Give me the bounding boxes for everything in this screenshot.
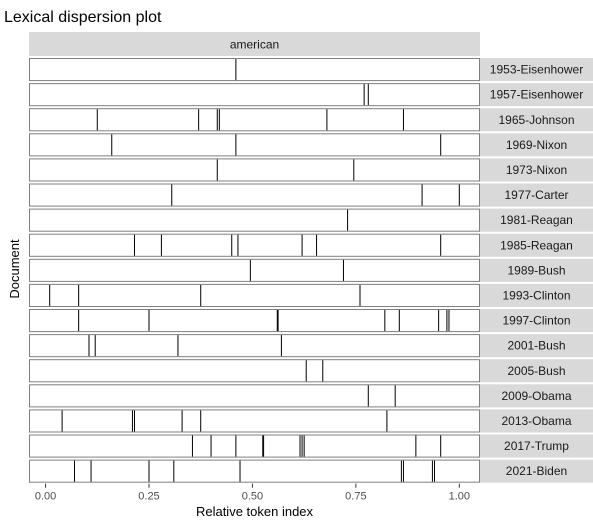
row-panel [30, 385, 480, 407]
document-row: 1973-Nixon [30, 158, 593, 181]
document-label: 1989-Bush [507, 263, 565, 277]
row-panel [30, 410, 480, 432]
document-row: 1989-Bush [30, 259, 593, 282]
document-row: 2017-Trump [30, 435, 593, 458]
document-row: 2013-Obama [30, 409, 593, 432]
document-row: 1977-Carter [30, 184, 593, 207]
document-row: 2021-Biden [30, 460, 593, 483]
row-panel [30, 360, 480, 382]
row-panel [30, 159, 480, 181]
x-axis: 0.00 0.25 0.50 0.75 1.00 [35, 484, 470, 503]
document-label: 1993-Clinton [502, 288, 570, 302]
x-tick-label: 0.25 [138, 491, 159, 503]
document-row: 2001-Bush [30, 334, 593, 357]
document-row: 1969-Nixon [30, 133, 593, 156]
document-label: 1973-Nixon [506, 163, 567, 177]
document-label: 1981-Reagan [500, 213, 573, 227]
document-rows: 1953-Eisenhower 1957-Eisenhower 1965-Johns… [30, 58, 593, 483]
x-axis-title: Relative token index [196, 504, 314, 519]
row-panel [30, 234, 480, 256]
document-label: 2001-Bush [507, 339, 565, 353]
document-row: 1957-Eisenhower [30, 83, 593, 106]
row-panel [30, 460, 480, 482]
document-row: 1965-Johnson [30, 108, 593, 131]
document-label: 1997-Clinton [502, 314, 570, 328]
document-label: 1953-Eisenhower [490, 63, 583, 77]
document-label: 2005-Bush [507, 364, 565, 378]
chart-title: Lexical dispersion plot [4, 9, 162, 26]
document-row: 2009-Obama [30, 384, 593, 407]
document-row: 1985-Reagan [30, 234, 593, 257]
document-label: 2009-Obama [501, 389, 571, 403]
row-panel [30, 259, 480, 281]
document-row: 1981-Reagan [30, 209, 593, 232]
x-tick-label: 0.75 [345, 491, 366, 503]
row-panel [30, 84, 480, 106]
document-row: 2005-Bush [30, 359, 593, 382]
document-label: 2021-Biden [506, 464, 567, 478]
document-label: 1957-Eisenhower [490, 88, 583, 102]
document-label: 2017-Trump [504, 439, 569, 453]
row-panel [30, 335, 480, 357]
document-row: 1997-Clinton [30, 309, 593, 332]
document-label: 2013-Obama [501, 414, 571, 428]
row-panel [30, 284, 480, 306]
row-panel [30, 435, 480, 457]
row-panel [30, 134, 480, 156]
document-label: 1965-Johnson [498, 113, 574, 127]
facet-label: american [230, 38, 279, 52]
row-panel [30, 310, 480, 332]
x-tick-label: 1.00 [449, 491, 470, 503]
row-panel [30, 184, 480, 206]
row-panel [30, 59, 480, 81]
row-panel [30, 209, 480, 231]
document-label: 1985-Reagan [500, 238, 573, 252]
document-row: 1953-Eisenhower [30, 58, 593, 81]
document-label: 1977-Carter [504, 188, 568, 202]
x-tick-label: 0.50 [242, 491, 263, 503]
document-row: 1993-Clinton [30, 284, 593, 307]
y-axis-title: Document [7, 239, 22, 299]
document-label: 1969-Nixon [506, 138, 567, 152]
x-tick-label: 0.00 [35, 491, 56, 503]
